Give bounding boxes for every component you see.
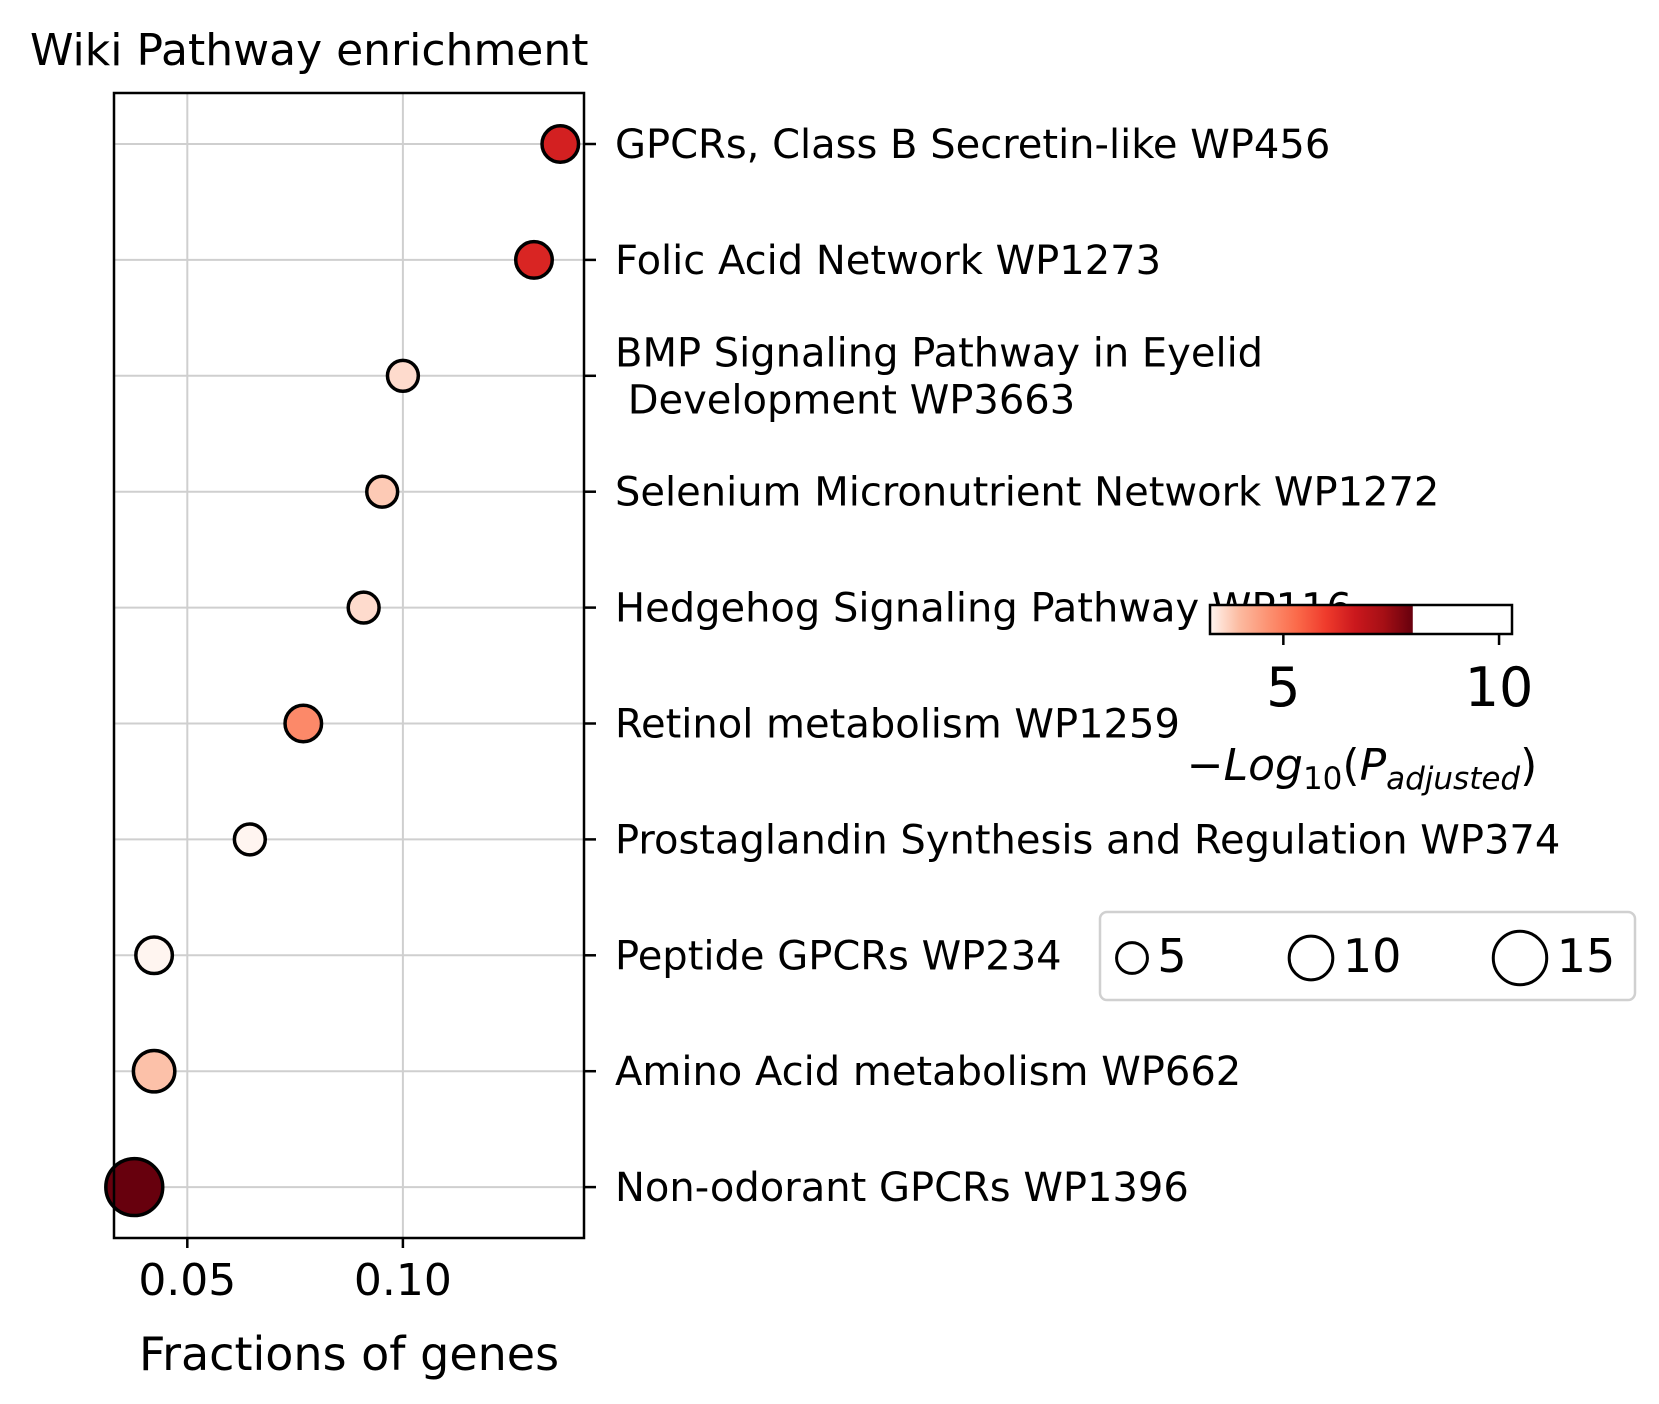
plot-frame [112, 91, 586, 1240]
x-tick-label-1: 0.10 [354, 1255, 452, 1306]
size-legend-label-2: 15 [1557, 929, 1616, 983]
size-legend-marker-2 [1491, 929, 1549, 987]
points-layer [104, 123, 581, 1218]
size-legend-marker-0 [1115, 941, 1149, 975]
colorbar-label: −Log10(Padjusted) [1187, 740, 1538, 797]
y-tick-label-7: Peptide GPCRs WP234 [615, 933, 1062, 979]
ticks-layer: 0.05 0.10 GPCRs, Class B Secretin-like WP4… [138, 122, 1560, 1306]
point-1 [513, 239, 554, 280]
x-tick-label-0: 0.05 [138, 1255, 236, 1306]
size-legend-marker-1 [1287, 934, 1335, 982]
point-0 [540, 123, 581, 165]
y-tick-label-8: Amino Acid metabolism WP662 [615, 1049, 1241, 1095]
y-tick-label-0: GPCRs, Class B Secretin-like WP456 [615, 122, 1330, 168]
point-4 [346, 590, 381, 625]
y-tick-label-3: Selenium Micronutrient Network WP1272 [615, 470, 1439, 516]
y-tick-label-1: Folic Acid Network WP1273 [615, 238, 1161, 284]
colorbar-frame [1208, 603, 1514, 636]
size-legend-label-1: 10 [1343, 929, 1402, 983]
y-tick-label-5: Retinol metabolism WP1259 [615, 702, 1180, 748]
point-8 [131, 1048, 177, 1094]
size-legend: 5 10 15 [1098, 910, 1637, 1002]
colorbar-gradient [1210, 605, 1413, 634]
chart-title: Wiki Pathway enrichment [30, 25, 589, 76]
point-6 [232, 822, 268, 857]
y-tick-label-9: Non-odorant GPCRs WP1396 [615, 1165, 1189, 1211]
point-7 [134, 935, 175, 976]
point-9 [104, 1156, 165, 1218]
point-5 [283, 703, 324, 744]
point-2 [385, 358, 421, 393]
colorbar-tick-label-1: 10 [1465, 656, 1534, 719]
point-3 [365, 474, 400, 509]
grid-layer [114, 93, 584, 1238]
y-tick-label-2: BMP Signaling Pathway in Eyelid Developm… [615, 330, 1263, 423]
colorbar: 5 10 −Log10(Padjusted) [1187, 603, 1538, 797]
size-legend-label-0: 5 [1157, 929, 1186, 983]
x-axis-label: Fractions of genes [139, 1327, 559, 1381]
colorbar-tick-label-0: 5 [1266, 656, 1300, 719]
y-tick-label-6: Prostaglandin Synthesis and Regulation W… [615, 817, 1560, 863]
